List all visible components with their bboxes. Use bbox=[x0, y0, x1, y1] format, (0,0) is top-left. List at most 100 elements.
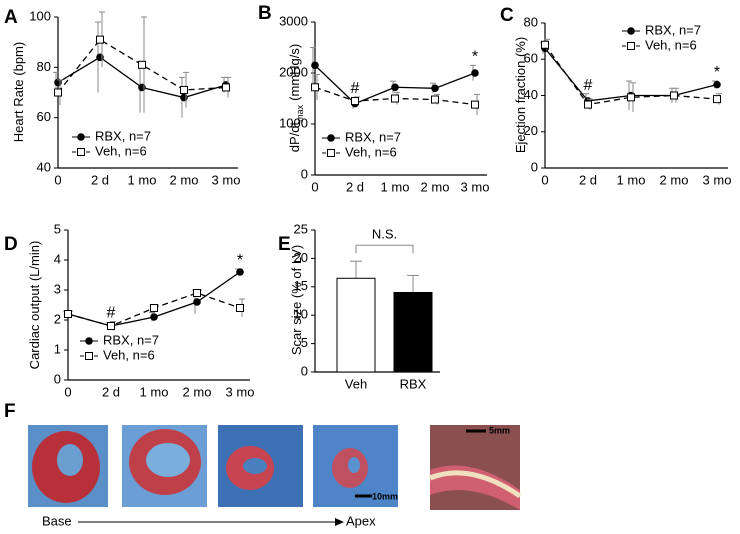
y-tick-label: 15 bbox=[294, 278, 308, 293]
annotation: * bbox=[472, 49, 478, 66]
x-tick-label: 3 mo bbox=[212, 172, 241, 187]
point bbox=[431, 84, 439, 93]
x-tick-label: 2 d bbox=[91, 172, 109, 187]
point bbox=[138, 83, 146, 92]
point bbox=[713, 80, 721, 89]
x-tick-label: 0 bbox=[311, 179, 318, 194]
y-tick-label: 3 bbox=[54, 281, 61, 296]
y-tick-label: 4 bbox=[54, 251, 61, 266]
point bbox=[64, 310, 72, 318]
point bbox=[236, 268, 244, 276]
x-tick-label: 2 d bbox=[579, 172, 597, 187]
y-axis-label: Cardiac output (L/min) bbox=[27, 241, 42, 370]
point bbox=[351, 97, 359, 106]
point bbox=[150, 313, 158, 321]
annotation: # bbox=[584, 77, 593, 94]
point bbox=[627, 93, 635, 102]
legend-label: RBX, n=7 bbox=[103, 332, 159, 347]
tissue bbox=[430, 465, 520, 510]
bar bbox=[393, 291, 433, 373]
panel-letter: E bbox=[278, 234, 291, 255]
panel-letter: B bbox=[258, 3, 272, 24]
heart-lumen bbox=[57, 444, 83, 476]
x-tick-label: Veh bbox=[345, 376, 367, 391]
point bbox=[96, 53, 104, 62]
y-axis-label: Heart Rate (bpm) bbox=[11, 42, 26, 142]
y-tick-label: 40 bbox=[37, 159, 51, 174]
point bbox=[150, 304, 158, 312]
panel-letter: A bbox=[4, 7, 18, 28]
point bbox=[311, 83, 319, 92]
axis-start-label: Base bbox=[42, 513, 72, 528]
x-tick-label: 2 mo bbox=[421, 179, 450, 194]
legend-label: Veh, n=6 bbox=[345, 144, 397, 159]
point bbox=[471, 100, 479, 109]
x-tick-label: 2 d bbox=[346, 179, 364, 194]
y-tick-label: 0 bbox=[301, 166, 308, 181]
scale-label: 5mm bbox=[489, 425, 510, 435]
point bbox=[670, 91, 678, 100]
y-tick-label: 1000 bbox=[279, 115, 308, 130]
point bbox=[391, 83, 399, 92]
y-label-text: Scar size (% of LV) bbox=[289, 245, 304, 355]
x-tick-label: 2 mo bbox=[660, 172, 689, 187]
annotation: * bbox=[714, 64, 720, 81]
point bbox=[391, 94, 399, 103]
point bbox=[584, 100, 592, 109]
point bbox=[541, 40, 549, 49]
y-tick-label: 25 bbox=[294, 221, 308, 236]
point bbox=[77, 133, 85, 141]
y-axis-label: dP/dtmax (mmHg/s) bbox=[287, 44, 305, 152]
x-tick-label: 3 mo bbox=[226, 384, 255, 399]
axis-end-label: Apex bbox=[346, 513, 376, 528]
point bbox=[311, 61, 319, 70]
x-tick-label: 0 bbox=[541, 172, 548, 187]
legend-label: RBX, n=7 bbox=[345, 129, 401, 144]
point bbox=[180, 85, 188, 94]
bar bbox=[336, 277, 376, 373]
scar bbox=[429, 470, 522, 499]
y-tick-label: 10 bbox=[294, 307, 308, 322]
point bbox=[138, 60, 146, 69]
point bbox=[471, 69, 479, 77]
x-tick-label: 2 mo bbox=[170, 172, 199, 187]
y-label-text: dP/dt bbox=[287, 121, 302, 152]
point bbox=[107, 322, 115, 330]
y-tick-label: 100 bbox=[29, 8, 51, 23]
point bbox=[96, 35, 104, 44]
heart-lumen bbox=[146, 443, 190, 477]
x-tick-label: 1 mo bbox=[617, 172, 646, 187]
y-tick-label: 1 bbox=[54, 341, 61, 356]
legend-label: Veh, n=6 bbox=[645, 37, 697, 52]
point bbox=[327, 134, 335, 142]
bracket bbox=[355, 244, 414, 254]
point bbox=[431, 95, 439, 104]
y-tick-label: 20 bbox=[524, 123, 538, 138]
y-tick-label: 2 bbox=[54, 311, 61, 326]
x-tick-label: 1 mo bbox=[128, 172, 157, 187]
heart-lumen bbox=[243, 458, 267, 474]
point bbox=[236, 304, 244, 312]
point bbox=[54, 88, 62, 97]
annotation: # bbox=[351, 80, 360, 97]
y-tick-label: 40 bbox=[524, 87, 538, 102]
annotation: * bbox=[237, 252, 243, 269]
y-tick-label: 0 bbox=[54, 371, 61, 386]
y-tick-label: 2000 bbox=[279, 64, 308, 79]
photo-panel: F 10mm 5mm Base Apex bbox=[4, 401, 522, 528]
point bbox=[627, 27, 635, 35]
point bbox=[85, 352, 93, 360]
y-tick-label: 5 bbox=[301, 335, 308, 350]
point bbox=[222, 83, 230, 92]
arrow-head bbox=[335, 518, 344, 526]
series-line bbox=[57, 38, 227, 93]
panel-letter: F bbox=[4, 401, 16, 422]
x-tick-label: RBX bbox=[400, 376, 427, 391]
x-tick-label: 3 mo bbox=[461, 179, 490, 194]
y-label-text: Cardiac output (L/min) bbox=[27, 241, 42, 370]
y-axis-label: Ejection fraction (%) bbox=[513, 37, 528, 153]
y-label-unit: (mmHg/s) bbox=[287, 44, 302, 101]
legend-label: Veh, n=6 bbox=[95, 143, 147, 158]
y-tick-label: 80 bbox=[37, 59, 51, 74]
annotation: # bbox=[107, 305, 116, 322]
